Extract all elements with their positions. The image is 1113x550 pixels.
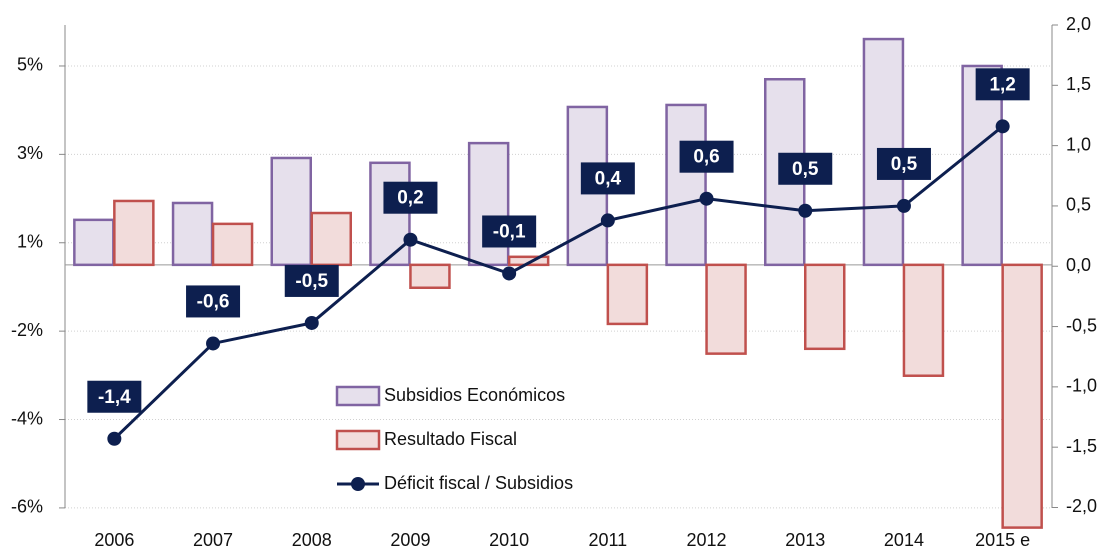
legend-swatch — [351, 477, 365, 491]
x-tick-label: 2011 — [588, 530, 627, 550]
bar — [804, 263, 846, 351]
y2-tick-label: -0,5 — [1066, 315, 1097, 335]
y-tick-label: -2% — [11, 320, 43, 340]
marker — [995, 119, 1010, 134]
bar — [270, 156, 312, 267]
x-tick-label: 2012 — [687, 530, 727, 550]
bar — [73, 218, 115, 267]
marker — [896, 198, 911, 213]
value-label-box — [87, 380, 142, 413]
value-label-box — [284, 264, 339, 297]
bar — [705, 263, 747, 355]
marker — [600, 213, 615, 228]
value-label-box — [679, 140, 734, 173]
y-tick-label: 3% — [17, 143, 43, 163]
bar — [1001, 263, 1043, 529]
legend-swatch — [335, 385, 381, 407]
legend-swatch — [335, 429, 381, 451]
marker — [502, 266, 517, 281]
value-label-box — [580, 162, 635, 195]
value-label: -0,5 — [295, 271, 328, 292]
bar — [665, 103, 707, 267]
marker — [304, 315, 319, 330]
y2-tick-label: -2,0 — [1066, 496, 1097, 516]
bar — [606, 263, 649, 326]
value-label: -0,6 — [197, 291, 230, 312]
y2-tick-label: -1,0 — [1066, 376, 1097, 396]
marker — [699, 191, 714, 206]
marker — [798, 203, 813, 218]
marker — [206, 336, 221, 351]
value-label-box — [778, 152, 833, 185]
y2-tick-label: 0,5 — [1066, 195, 1091, 215]
x-tick-label: 2007 — [193, 530, 233, 550]
bar — [409, 263, 451, 289]
y-tick-label: -4% — [11, 408, 43, 428]
bar — [171, 201, 214, 267]
x-tick-label: 2009 — [390, 530, 430, 550]
legend-label: Resultado Fiscal — [384, 429, 517, 449]
value-label: 1,2 — [989, 74, 1015, 95]
value-label-box — [975, 68, 1030, 101]
value-label: 0,5 — [891, 154, 918, 175]
bar — [310, 211, 352, 267]
y-tick-label: 1% — [17, 232, 43, 252]
value-label: 0,2 — [397, 188, 423, 209]
x-tick-label: 2015 e — [975, 530, 1030, 550]
bar — [369, 161, 411, 267]
y2-tick-label: 0,0 — [1066, 255, 1091, 275]
marker — [403, 232, 418, 247]
value-label-box — [482, 215, 537, 248]
x-tick-label: 2008 — [292, 530, 332, 550]
legend-label: Subsidios Económicos — [384, 385, 565, 405]
value-label: -1,4 — [98, 387, 131, 408]
x-tick-label: 2013 — [785, 530, 825, 550]
marker — [107, 431, 122, 446]
y2-tick-label: 2,0 — [1066, 14, 1091, 34]
bar — [211, 222, 254, 267]
y2-tick-label: 1,5 — [1066, 74, 1091, 94]
value-label: 0,4 — [595, 168, 622, 189]
y-tick-label: -6% — [11, 497, 43, 517]
x-tick-label: 2010 — [489, 530, 529, 550]
value-label: -0,1 — [493, 222, 526, 243]
line — [113, 125, 1004, 440]
value-label-box — [186, 285, 241, 318]
value-label-box — [876, 147, 931, 180]
legend-label: Déficit fiscal / Subsidios — [384, 473, 573, 493]
bar — [507, 255, 550, 267]
x-tick-label: 2014 — [884, 530, 924, 550]
value-label-box — [383, 181, 438, 214]
value-label: 0,6 — [693, 147, 719, 168]
value-label: 0,5 — [792, 159, 819, 180]
y2-tick-label: 1,0 — [1066, 134, 1091, 154]
bar — [113, 199, 155, 267]
y2-tick-label: -1,5 — [1066, 436, 1097, 456]
y-tick-label: 5% — [17, 55, 43, 75]
x-tick-label: 2006 — [94, 530, 134, 550]
bar — [902, 263, 945, 377]
